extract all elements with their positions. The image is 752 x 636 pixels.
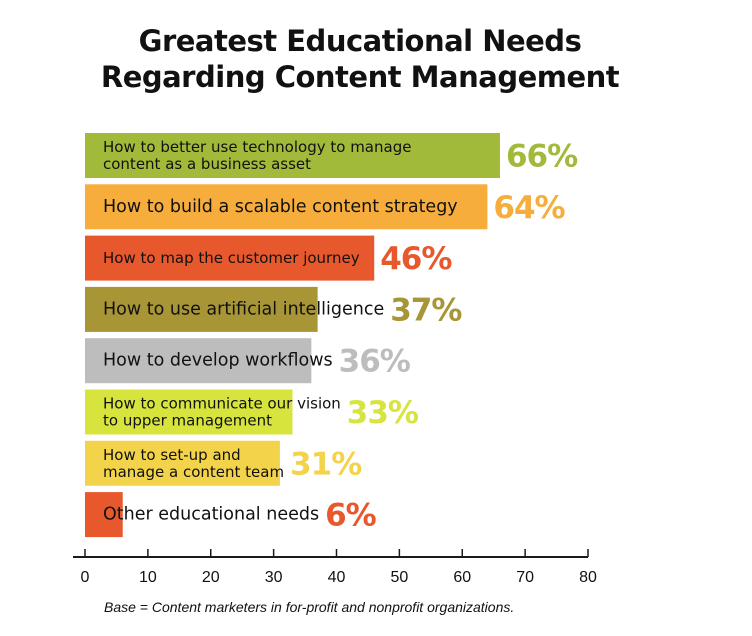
bar-label-2: How to map the customer journey — [103, 249, 360, 267]
bar-label-5: How to communicate our vision to upper ma… — [103, 395, 341, 430]
bar-label-7: Other educational needs — [103, 505, 319, 525]
bar-label-4: How to develop workflows — [103, 351, 333, 371]
bar-label-line: Other educational needs — [103, 505, 319, 525]
footnote: Base = Content marketers in for-profit a… — [104, 599, 515, 615]
bar-label-line: How to communicate our vision — [103, 395, 341, 413]
bar-label-line: How to map the customer journey — [103, 249, 360, 267]
x-tick-label-2: 20 — [202, 569, 220, 586]
bar-label-line: to upper management — [103, 412, 272, 430]
value-label-6: 31% — [290, 446, 362, 482]
bar-1 — [85, 184, 488, 230]
bar-label-6: How to set-up and manage a content team — [103, 446, 284, 481]
bar-2 — [85, 235, 375, 281]
bar-label-line: manage a content team — [103, 463, 284, 481]
x-tick-label-5: 50 — [390, 569, 408, 586]
chart-title-line-2: Regarding Content Management — [100, 60, 620, 94]
bar-4 — [85, 338, 312, 384]
bar-6 — [85, 440, 280, 486]
bar-label-line: How to build a scalable content strategy — [103, 197, 458, 217]
bar-label-line: How to set-up and — [103, 446, 241, 464]
x-tick-label-0: 0 — [81, 569, 90, 586]
bar-3 — [85, 286, 318, 332]
x-tick-label-8: 80 — [579, 569, 597, 586]
bar-7 — [85, 492, 123, 538]
value-label-5: 33% — [347, 395, 419, 431]
x-tick-label-4: 40 — [328, 569, 346, 586]
chart-title-line-1: Greatest Educational Needs — [138, 24, 582, 58]
bar-label-line: content as a business asset — [103, 155, 311, 173]
value-label-1: 64% — [493, 190, 565, 226]
bar-0 — [85, 133, 500, 178]
bars-layer: How to better use technology to manage co… — [85, 133, 579, 538]
x-tick-label-3: 30 — [265, 569, 283, 586]
value-label-3: 37% — [390, 292, 462, 328]
bar-5 — [85, 389, 293, 435]
x-axis: 0 10 20 30 40 50 60 70 80 — [73, 549, 597, 586]
bar-label-line: How to use artificial intelligence — [103, 299, 384, 319]
bar-label-line: How to better use technology to manage — [103, 138, 411, 156]
bar-label-0: How to better use technology to manage co… — [103, 138, 411, 173]
value-label-0: 66% — [506, 139, 578, 175]
value-label-4: 36% — [339, 344, 411, 380]
x-tick-label-6: 60 — [453, 569, 471, 586]
bar-label-line: How to develop workflows — [103, 351, 333, 371]
bar-label-3: How to use artificial intelligence — [103, 299, 384, 319]
value-label-2: 46% — [380, 241, 452, 277]
x-tick-label-7: 70 — [516, 569, 534, 586]
value-label-7: 6% — [325, 498, 377, 534]
bar-label-1: How to build a scalable content strategy — [103, 197, 458, 217]
x-tick-label-1: 10 — [139, 569, 157, 586]
